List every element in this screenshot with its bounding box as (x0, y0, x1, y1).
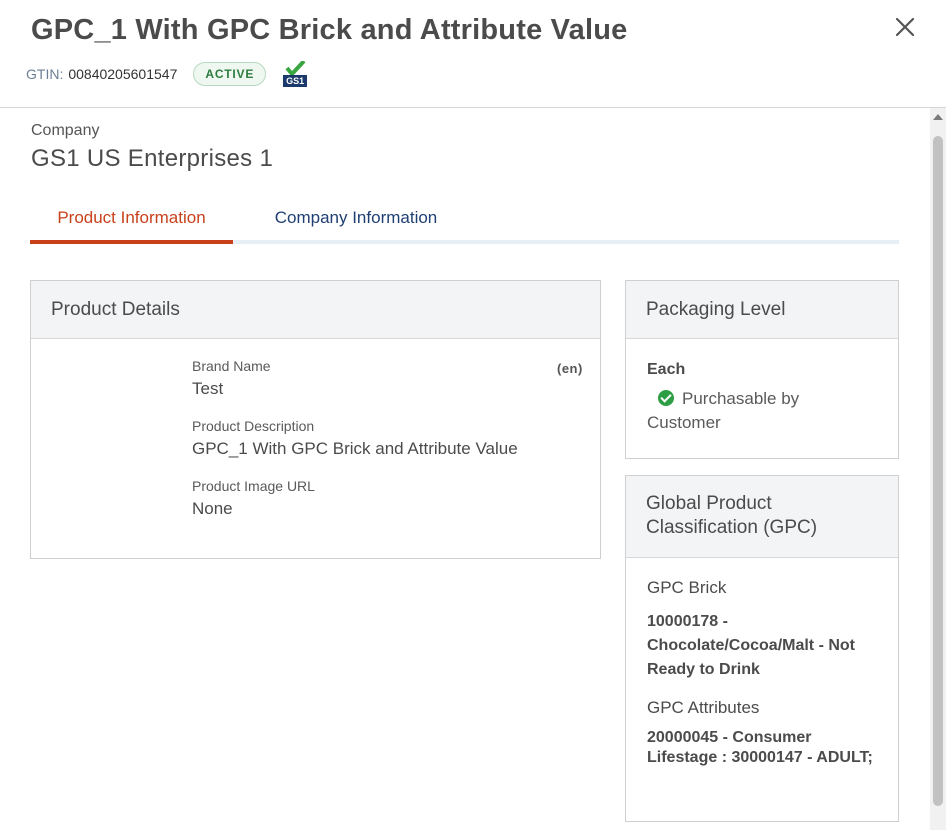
product-details-heading: Product Details (31, 281, 600, 339)
packaging-level-heading: Packaging Level (626, 281, 898, 339)
gpc-brick-label: GPC Brick (647, 578, 727, 597)
product-image-url-field: Product Image URL None (192, 478, 315, 519)
purchasable-label: Purchasable by Customer (647, 389, 800, 432)
company-name: GS1 US Enterprises 1 (31, 145, 274, 172)
field-value: Test (192, 379, 224, 398)
close-icon (895, 17, 915, 37)
field-label: Brand Name (192, 358, 271, 374)
gpc-attributes-value: 20000045 - Consumer Lifestage : 30000147… (647, 729, 873, 766)
field-value: None (192, 499, 233, 518)
field-label: Product Image URL (192, 478, 315, 494)
field-value: GPC_1 With GPC Brick and Attribute Value (192, 439, 518, 458)
gpc-brick-value: 10000178 - Chocolate/Cocoa/Malt - Not Re… (647, 613, 856, 678)
modal-header: GPC_1 With GPC Brick and Attribute Value… (0, 0, 946, 108)
tab-label: Product Information (57, 208, 206, 227)
purchasable-status: Purchasable by Customer (647, 387, 877, 435)
gs1-check-icon (283, 59, 308, 87)
language-indicator: (en) (557, 361, 583, 376)
field-label: Product Description (192, 418, 315, 434)
gpc-heading: Global Product Classification (GPC) (626, 476, 898, 558)
page-title: GPC_1 With GPC Brick and Attribute Value (31, 14, 628, 46)
tab-label: Company Information (274, 208, 438, 227)
gtin-label: GTIN: (26, 66, 64, 82)
packaging-level-card: Packaging Level Each Purchasable by Cust… (625, 280, 899, 459)
scroll-up-arrow-icon[interactable] (933, 114, 943, 120)
scrollbar-thumb[interactable] (933, 136, 943, 806)
check-circle-icon (658, 390, 674, 406)
product-description-field: Product Description GPC_1 With GPC Brick… (192, 418, 518, 459)
tab-company-information[interactable]: Company Information (243, 200, 469, 244)
gtin-value: 00840205601547 (68, 66, 178, 82)
gpc-attributes-label: GPC Attributes (647, 698, 760, 717)
status-badge: ACTIVE (193, 62, 267, 86)
product-details-card: Product Details (en) Brand Name Test Pro… (30, 280, 601, 559)
gtin-row: GTIN: 00840205601547 ACTIVE GS1 (26, 59, 308, 87)
gs1-verified-logo: GS1 (282, 59, 308, 87)
tab-product-information[interactable]: Product Information (30, 200, 233, 244)
brand-name-field: Brand Name Test (192, 358, 271, 399)
packaging-level-value: Each (647, 361, 686, 378)
tab-bar: Product Information Company Information (30, 200, 899, 244)
close-button[interactable] (892, 14, 918, 40)
gpc-card: Global Product Classification (GPC) GPC … (625, 475, 899, 822)
company-label: Company (31, 122, 100, 139)
gs1-logo-text: GS1 (286, 76, 305, 86)
